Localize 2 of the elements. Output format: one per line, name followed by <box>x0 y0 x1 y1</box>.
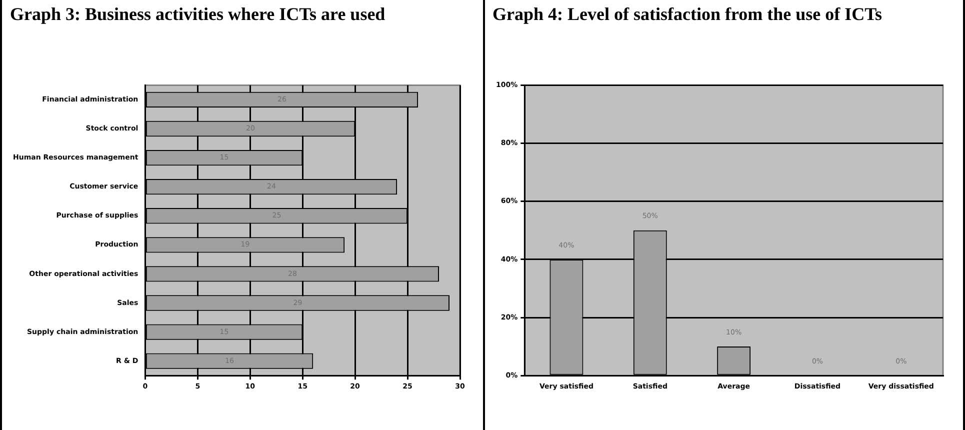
chart-title: Graph 3: Business activities where ICTs are used <box>10 4 386 24</box>
chart-title: Graph 4: Level of satisfaction from the use of ICTs <box>492 4 883 24</box>
